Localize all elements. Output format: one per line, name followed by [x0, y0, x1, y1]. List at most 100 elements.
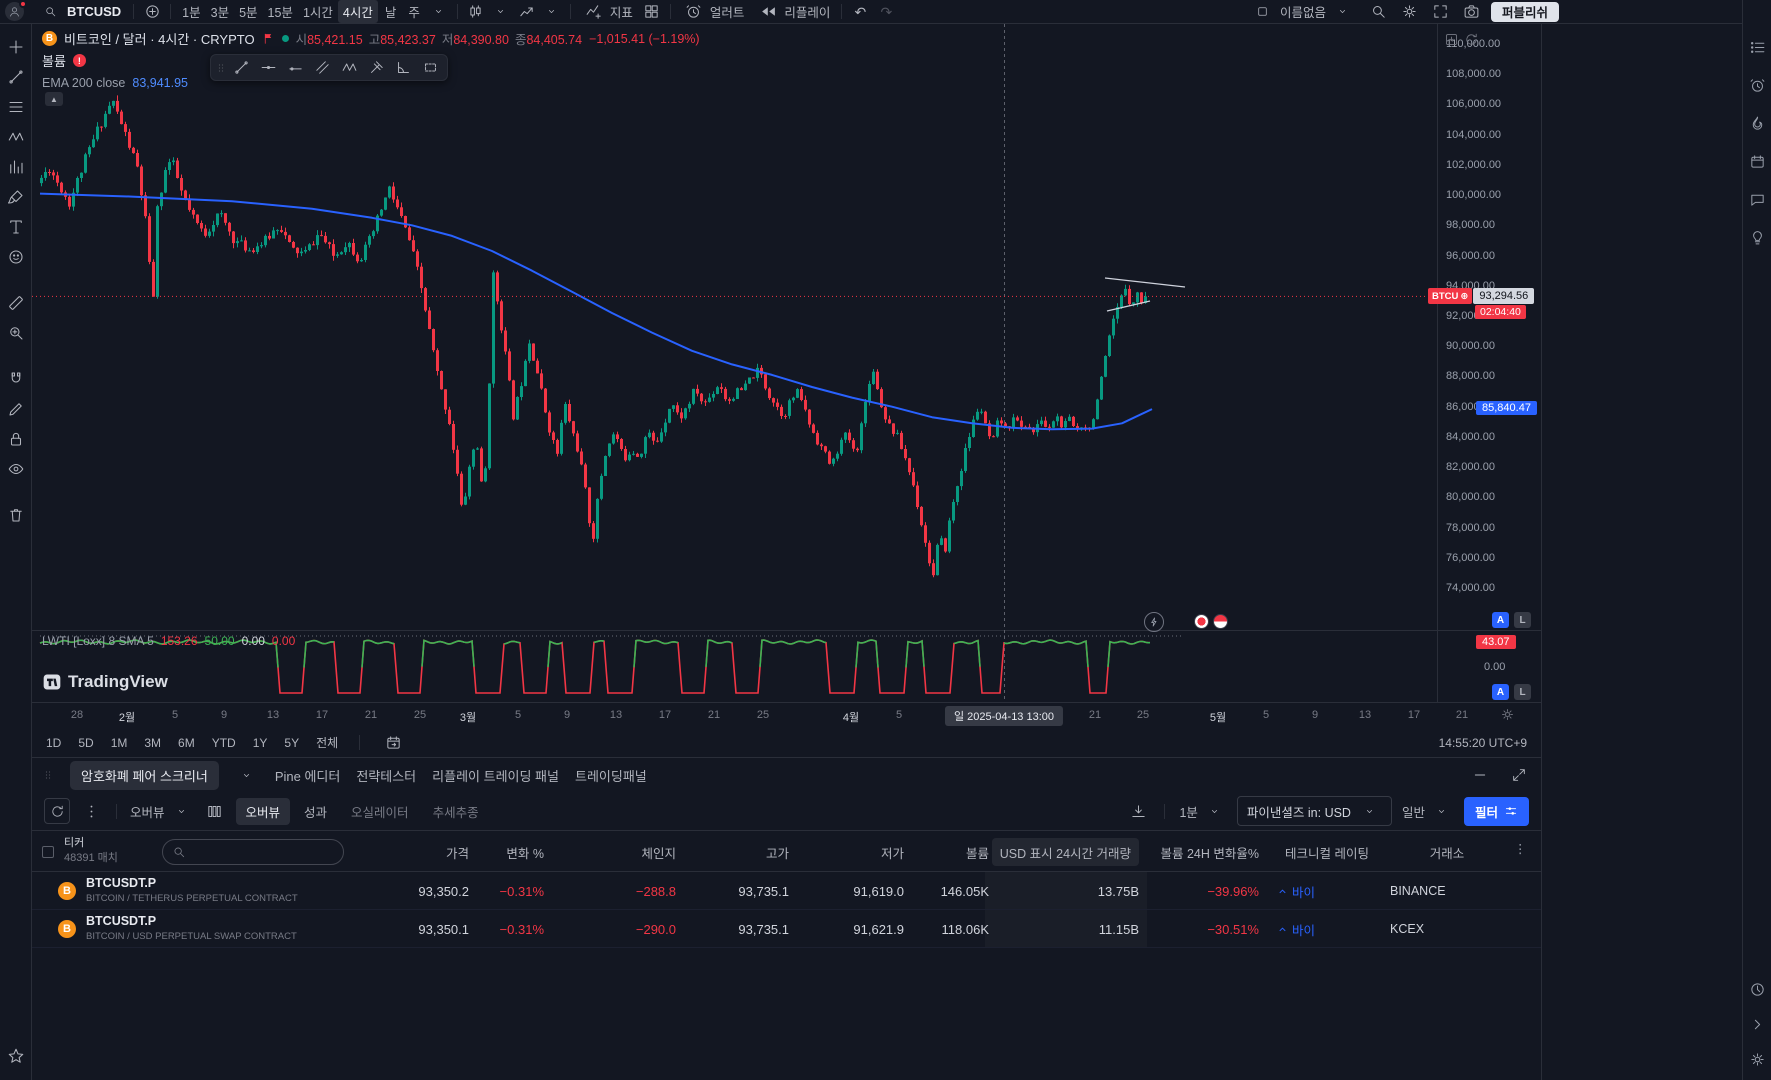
tool-patterns-button[interactable] — [3, 124, 29, 149]
screener-search-input[interactable] — [192, 845, 334, 859]
layout-menu-button[interactable]: 이름없음 — [1246, 0, 1360, 24]
replay-button[interactable]: 리플레이 — [751, 0, 835, 24]
more-options-icon[interactable] — [79, 801, 103, 821]
tab-trading-panel[interactable]: 트레이딩패널 — [575, 766, 647, 785]
pane-button-l[interactable]: L — [1514, 612, 1531, 628]
col-technical-rating[interactable]: 테크니컬 레이팅 — [1285, 846, 1369, 861]
float-trend-line-icon[interactable] — [229, 57, 254, 78]
interval-day-button[interactable]: 날 — [380, 0, 402, 23]
header-more-icon[interactable]: ⋮ — [1514, 842, 1527, 856]
compare-add-button[interactable] — [140, 2, 164, 22]
col-high[interactable]: 고가 — [765, 846, 789, 861]
chart-style-button[interactable] — [464, 2, 488, 22]
tab-pine-editor[interactable]: Pine 에디터 — [275, 766, 341, 785]
legend-collapse-button[interactable]: ▲ — [45, 92, 63, 106]
float-horizontal-ray-icon[interactable] — [283, 57, 308, 78]
interval-button-4h[interactable]: 4시간 — [337, 0, 378, 23]
col-change-pct[interactable]: 변화 % — [506, 846, 544, 861]
range-button-3m[interactable]: 3M — [144, 735, 162, 750]
download-icon[interactable] — [1126, 801, 1150, 821]
refresh-button[interactable] — [44, 798, 70, 824]
panel-drag-handle[interactable] — [42, 765, 54, 785]
flag-badge-icon[interactable] — [1213, 614, 1228, 629]
float-xabcd-pattern-icon[interactable] — [337, 57, 362, 78]
quick-search-button[interactable] — [1367, 2, 1391, 22]
range-button-1y[interactable]: 1Y — [252, 735, 268, 750]
tool-lock-drawings-button[interactable] — [3, 426, 29, 451]
chevron-down-icon[interactable] — [489, 2, 513, 22]
hotlists-button[interactable] — [1746, 112, 1768, 134]
settings-button[interactable] — [1746, 1048, 1768, 1070]
auto-scale-icon[interactable] — [1464, 32, 1479, 47]
col-exchange[interactable]: 거래소 — [1429, 846, 1465, 861]
publish-button[interactable]: 퍼블리쉬 — [1490, 1, 1559, 22]
screener-menu-chevron-icon[interactable] — [235, 765, 259, 785]
clock-timezone[interactable]: 14:55:20 UTC+9 — [1438, 735, 1527, 750]
col-volume[interactable]: 볼륨 — [965, 846, 989, 861]
interval-button-1m[interactable]: 1분 — [177, 0, 205, 23]
tool-text-button[interactable] — [3, 214, 29, 239]
tool-cursor-button[interactable] — [3, 34, 29, 59]
indicator-templates-button[interactable] — [640, 2, 664, 22]
tool-hide-drawings-button[interactable] — [3, 456, 29, 481]
table-row[interactable]: B BTCUSDT.P BITCOIN / TETHERUS PERPETUAL C… — [32, 872, 1541, 910]
interval-week-button[interactable]: 주 — [403, 0, 425, 23]
view-tab-oscillators[interactable]: 오실레이터 — [341, 798, 419, 825]
tool-brush-button[interactable] — [3, 184, 29, 209]
chart-settings-button[interactable] — [1398, 2, 1422, 22]
chevron-down-icon[interactable] — [540, 2, 564, 22]
quick-actions-icon[interactable] — [1144, 612, 1164, 632]
view-tab-trend-following[interactable]: 추세추종 — [423, 798, 489, 825]
snapshot-camera-button[interactable] — [1460, 2, 1484, 22]
user-avatar[interactable] — [5, 0, 27, 21]
view-tab-performance[interactable]: 성과 — [294, 798, 337, 825]
ideas-button[interactable] — [1746, 226, 1768, 248]
jump-to-realtime-icon[interactable] — [1444, 32, 1459, 47]
financials-currency-select[interactable]: 파이낸셜즈 in: USD — [1236, 796, 1392, 826]
go-to-date-icon[interactable] — [381, 733, 405, 753]
float-parallel-channel-icon[interactable] — [310, 57, 335, 78]
tool-forecast-button[interactable] — [3, 154, 29, 179]
tool-remove-drawings-button[interactable] — [3, 502, 29, 527]
columns-layout-icon[interactable] — [203, 801, 227, 821]
range-button-1m[interactable]: 1M — [110, 735, 128, 750]
tool-emoji-button[interactable] — [3, 244, 29, 269]
range-button-6m[interactable]: 6M — [178, 735, 195, 750]
tool-trend-line-button[interactable] — [3, 64, 29, 89]
tab-strategy-tester[interactable]: 전략테스터 — [356, 766, 416, 785]
panel-minimize-icon[interactable] — [1468, 765, 1492, 785]
price-source-chip[interactable]: BTCU ⊕ — [1428, 288, 1473, 304]
range-button-5y[interactable]: 5Y — [284, 735, 300, 750]
view-tab-overview[interactable]: 오버뷰 — [235, 797, 291, 825]
tool-magnet-button[interactable] — [3, 366, 29, 391]
tab-screener[interactable]: 암호화폐 페어 스크리너 — [70, 760, 219, 790]
interval-button-3m[interactable]: 3분 — [206, 0, 234, 23]
float-rectangle-icon[interactable] — [418, 57, 443, 78]
refresh-interval-dropdown[interactable]: 1분 — [1179, 801, 1226, 821]
col-price[interactable]: 가격 — [445, 846, 469, 861]
interval-menu-chevron-icon[interactable] — [427, 2, 451, 22]
redo-button[interactable]: ↷ — [874, 2, 898, 22]
chart-canvas[interactable]: B 비트코인 / 달러 · 4시간 · CRYPTO 시85,421.15 고8… — [32, 24, 1542, 728]
general-dropdown[interactable]: 일반 — [1402, 801, 1454, 821]
tool-measure-button[interactable] — [3, 290, 29, 315]
range-button-5d[interactable]: 5D — [78, 735, 94, 750]
alerts-button[interactable] — [1746, 74, 1768, 96]
technical-rating-cell[interactable]: 바이 — [1277, 872, 1315, 910]
chart-overlay-button[interactable] — [515, 2, 539, 22]
range-button-ytd[interactable]: YTD — [211, 735, 236, 750]
range-button-1d[interactable]: 1D — [46, 735, 62, 750]
flag-icon[interactable] — [262, 32, 275, 45]
col-change[interactable]: 체인지 — [641, 846, 676, 861]
table-row[interactable]: B BTCUSDT.P BITCOIN / USD PERPETUAL SWAP C… — [32, 910, 1541, 948]
watchlist-button[interactable] — [1746, 36, 1768, 58]
interval-button-1h[interactable]: 1시간 — [298, 0, 338, 23]
market-timer-button[interactable] — [1746, 978, 1768, 1000]
filter-button[interactable]: 필터 — [1463, 796, 1529, 826]
col-usd-volume-24h[interactable]: USD 표시 24시간 거래량 — [991, 838, 1139, 866]
screener-search-box[interactable] — [162, 839, 344, 865]
tool-stay-in-drawing-button[interactable] — [3, 396, 29, 421]
float-horizontal-line-icon[interactable] — [256, 57, 281, 78]
tool-zoom-button[interactable] — [3, 320, 29, 345]
preset-dropdown[interactable]: 오버뷰 — [130, 801, 194, 821]
